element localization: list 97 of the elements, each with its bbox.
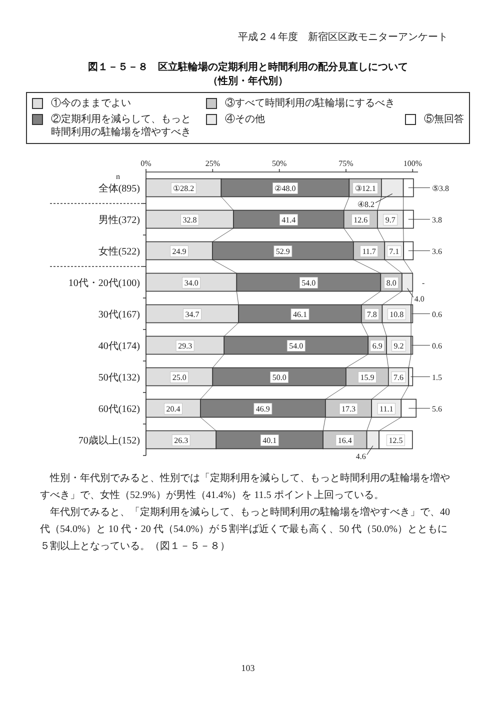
data-label: 10.8	[390, 310, 404, 319]
x-tick-label: 25%	[205, 159, 220, 168]
value-label: 7.8	[364, 308, 380, 320]
value-label: 7.1	[386, 246, 402, 257]
value-label: 54.0	[299, 277, 318, 288]
value-label: 6.9	[370, 340, 385, 352]
value-label: ①28.2	[170, 182, 196, 194]
data-label: 8.0	[386, 278, 396, 288]
value-label: 11.1	[377, 403, 396, 414]
x-tick-label: 75%	[338, 159, 354, 168]
value-label: 46.1	[290, 308, 310, 320]
data-label: 16.4	[338, 436, 352, 445]
value-label: 9.7	[383, 214, 398, 226]
category-label: 男性(372)	[98, 214, 140, 226]
data-label: ③12.1	[354, 184, 376, 193]
value-label: 9.2	[392, 340, 406, 352]
data-label: 11.7	[362, 246, 376, 256]
data-label: 7.8	[366, 310, 377, 319]
x-tick-label: 0%	[140, 159, 152, 168]
value-label: 8.0	[384, 277, 399, 288]
text: 性別・年代別でみると、性別では「定期利用を減らして、もっと時間利用の駐輪場を増やすべき」で、女性（52.9%）が男性（41.4%）を 11.5 ポイント上回っている。	[40, 472, 451, 503]
value-label: 34.7	[183, 308, 202, 320]
value-label: -	[422, 278, 425, 288]
value-label: ③12.1	[352, 182, 378, 194]
data-label: 25.0	[172, 372, 186, 382]
data-label: 46.1	[293, 310, 307, 319]
value-label: 29.3	[176, 340, 194, 352]
value-label: 52.9	[274, 246, 292, 257]
data-label: 9.7	[385, 215, 396, 224]
category-label: 60代(162)	[98, 404, 140, 415]
value-label: 7.6	[391, 372, 406, 383]
category-label: 10代・20代(100)	[68, 278, 140, 289]
x-tick-label: 50%	[272, 159, 287, 168]
value-label: 12.5	[386, 434, 405, 446]
data-label: 40.1	[262, 436, 277, 445]
value-label: 54.0	[286, 340, 306, 352]
value-label: 3.8	[432, 215, 442, 224]
legend-label: ①今のままでよい	[51, 97, 131, 110]
value-label: 1.5	[432, 372, 442, 382]
category-label: 50代(132)	[98, 372, 140, 384]
value-label: 0.6	[432, 341, 442, 350]
category-label: 全体(895)	[98, 183, 140, 194]
value-label: 3.6	[432, 246, 442, 256]
value-label: 40.1	[260, 434, 279, 446]
category-label: 30代(167)	[98, 309, 140, 320]
value-label: 5.6	[432, 404, 442, 414]
data-label: 7.1	[389, 246, 400, 256]
header: 平成２４年度 新宿区区政モニターアンケート	[238, 32, 448, 43]
data-label: 41.4	[282, 215, 296, 224]
value-label: 4.0	[414, 294, 424, 304]
value-label: ⑤3.8	[432, 184, 449, 193]
value-label: 11.7	[360, 246, 378, 257]
title: 図１－５－８ 区立駐輪場の定期利用と時間利用の配分見直しについて	[88, 62, 408, 73]
x-tick-label: 100%	[403, 159, 422, 168]
data-label: 6.9	[372, 341, 382, 350]
data-label: 17.3	[342, 404, 356, 414]
page-number: 103	[241, 663, 255, 673]
category-label: 40代(174)	[98, 340, 140, 352]
value-label: 25.0	[170, 372, 189, 383]
value-label: 0.6	[432, 310, 442, 319]
data-label: ①28.2	[173, 184, 194, 193]
data-label: 54.0	[289, 341, 304, 350]
data-label: 52.9	[276, 246, 290, 256]
value-label: 34.0	[182, 277, 201, 288]
value-label: 15.9	[358, 372, 376, 383]
data-label: 54.0	[302, 278, 316, 288]
data-label: 34.0	[184, 278, 198, 288]
subtitle: （性別・年代別）	[208, 76, 288, 87]
value-label: ②48.0	[272, 182, 298, 194]
category-label: 70歳以上(152)	[78, 435, 140, 446]
value-label: 50.0	[270, 372, 289, 383]
legend-label: ④その他	[225, 113, 265, 126]
data-label: 29.3	[178, 341, 192, 350]
legend-label: ②定期利用を減らして、もっと時間利用の駐輪場を増やすべき	[51, 113, 192, 139]
value-label: 26.3	[172, 434, 190, 446]
value-label: 16.4	[336, 434, 354, 446]
legend-label: ⑤無回答	[424, 113, 464, 126]
value-label: 46.9	[254, 403, 272, 414]
data-label: 46.9	[256, 404, 270, 414]
value-label: 24.9	[170, 246, 188, 257]
y-axis-title: n	[116, 172, 120, 181]
data-label: 12.6	[354, 215, 368, 224]
category-label: 女性(522)	[98, 246, 140, 258]
data-label: 26.3	[174, 436, 188, 445]
value-label: 10.8	[387, 308, 406, 320]
data-label: 11.1	[380, 404, 394, 414]
value-label: 12.6	[351, 214, 370, 226]
value-label: 20.4	[164, 403, 182, 414]
value-label: 41.4	[279, 214, 298, 226]
value-label: ④8.2	[357, 200, 374, 209]
value-label: 17.3	[339, 403, 358, 414]
data-label: 7.6	[394, 372, 404, 382]
text: 年代別でみると、「定期利用を減らして、もっと時間利用の駐輪場を増やすべき」で、40 代（54.0%）と 10 代・20 代（54.0%）が５割半ば近くで最も高く、50 代（50.0%）とともに５割以上となっている。（図１－５－８）	[40, 506, 451, 554]
data-label: 50.0	[272, 372, 286, 382]
legend-label: ③すべて時間利用の駐輪場にするべき	[225, 97, 395, 110]
value-label: 32.8	[180, 214, 199, 226]
value-label: 4.6	[356, 452, 366, 461]
